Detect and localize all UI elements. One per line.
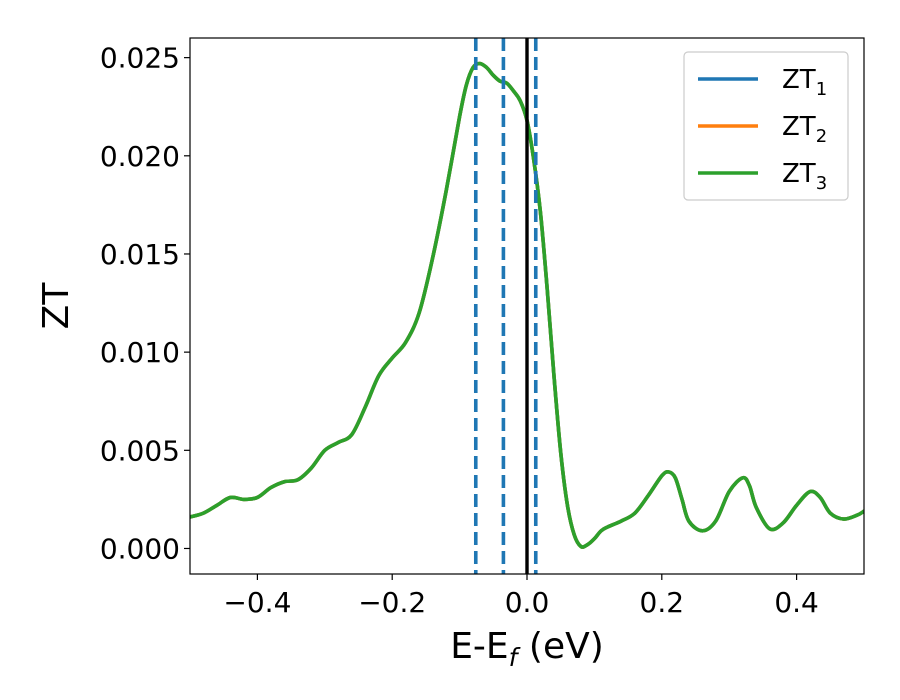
x-axis-ticks: −0.4 −0.2 0.0 0.2 0.4 bbox=[223, 574, 819, 619]
y-tick-label: 0.020 bbox=[100, 140, 180, 173]
y-axis-ticks: 0.000 0.005 0.010 0.015 0.020 0.025 bbox=[100, 42, 190, 565]
legend-box bbox=[683, 51, 849, 201]
x-tick-label: 0.2 bbox=[640, 586, 685, 619]
x-tick-label: −0.2 bbox=[358, 586, 426, 619]
legend-label-zt3: ZT3 bbox=[782, 159, 827, 194]
x-tick-label: −0.4 bbox=[223, 586, 291, 619]
y-tick-label: 0.005 bbox=[100, 434, 180, 467]
x-axis-label: E-Ef (eV) bbox=[450, 626, 604, 672]
legend: ZT1 ZT2 ZT3 bbox=[683, 51, 849, 201]
legend-label-zt1: ZT1 bbox=[782, 65, 827, 100]
x-tick-label: 0.0 bbox=[505, 586, 550, 619]
series-group bbox=[190, 38, 864, 574]
x-tick-label: 0.4 bbox=[774, 586, 819, 619]
y-tick-label: 0.010 bbox=[100, 336, 180, 369]
series-line-zt3 bbox=[190, 61, 864, 549]
y-tick-label: 0.000 bbox=[100, 532, 180, 565]
y-tick-label: 0.025 bbox=[100, 42, 180, 75]
y-axis-label: ZT bbox=[36, 282, 77, 330]
legend-label-zt2: ZT2 bbox=[782, 112, 827, 147]
plot-area bbox=[189, 37, 865, 575]
y-tick-label: 0.015 bbox=[100, 238, 180, 271]
